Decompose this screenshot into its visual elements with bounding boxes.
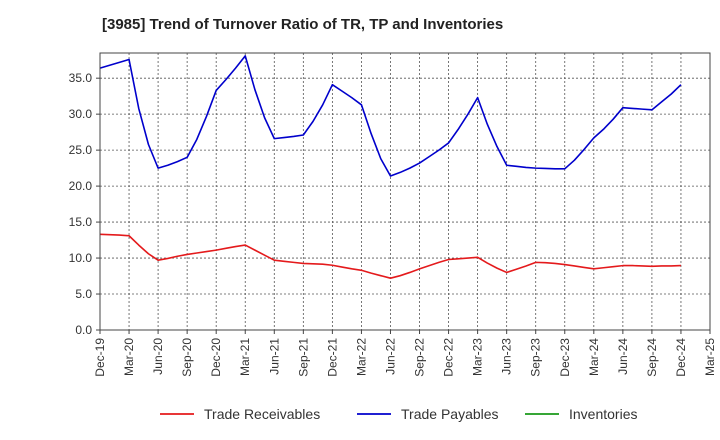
series-layer [99, 55, 682, 280]
x-tick-label: Jun-23 [500, 338, 514, 375]
x-tick-label: Mar-20 [122, 338, 136, 376]
x-tick-label: Jun-20 [151, 338, 165, 375]
x-tick-label: Sep-21 [296, 338, 310, 377]
y-tick-label: 5.0 [75, 287, 92, 301]
x-tick-label: Dec-23 [558, 338, 572, 377]
grid-layer [99, 53, 711, 331]
plot-area-frame [99, 52, 711, 331]
x-tick-label: Jun-22 [383, 338, 397, 375]
y-tick-label: 20.0 [69, 179, 93, 193]
x-tick-label: Mar-21 [238, 338, 252, 376]
x-tick-label: Mar-24 [587, 338, 601, 376]
x-tick-label: Sep-20 [180, 338, 194, 377]
x-tick-label: Dec-19 [93, 338, 107, 377]
x-tick-label: Mar-25 [703, 338, 717, 376]
series-line-trade-receivables [99, 233, 681, 280]
y-tick-label: 35.0 [69, 71, 93, 85]
x-tick-label: Jun-21 [267, 338, 281, 375]
x-axis: Dec-19 Mar-20 Jun-20 Sep-20 Dec-20 Mar-21 Jun-… [93, 330, 717, 377]
y-tick-label: 30.0 [69, 107, 93, 121]
y-tick-label: 25.0 [69, 143, 93, 157]
x-tick-label: Mar-22 [354, 338, 368, 376]
x-tick-label: Jun-24 [616, 338, 630, 375]
legend-label-trade-payables: Trade Payables [401, 406, 499, 422]
legend: Trade Receivables Trade Payables Inventori… [160, 406, 637, 422]
y-tick-label: 10.0 [69, 251, 93, 265]
x-tick-label: Sep-24 [645, 338, 659, 377]
y-tick-label: 0.0 [75, 323, 92, 337]
x-tick-label: Mar-23 [471, 338, 485, 376]
x-tick-label: Dec-21 [325, 338, 339, 377]
x-tick-label: Dec-20 [209, 338, 223, 377]
chart-title: [3985] Trend of Turnover Ratio of TR, TP… [102, 16, 504, 33]
legend-label-trade-receivables: Trade Receivables [204, 406, 320, 422]
x-tick-label: Dec-24 [674, 338, 688, 377]
y-tick-label: 15.0 [69, 215, 93, 229]
x-tick-label: Sep-22 [413, 338, 427, 377]
x-tick-label: Dec-22 [442, 338, 456, 377]
series-line-trade-payables [99, 55, 682, 177]
y-axis: 0.0 5.0 10.0 15.0 20.0 25.0 30.0 35.0 [69, 71, 100, 337]
legend-label-inventories: Inventories [569, 406, 637, 422]
x-tick-label: Sep-23 [529, 338, 543, 377]
